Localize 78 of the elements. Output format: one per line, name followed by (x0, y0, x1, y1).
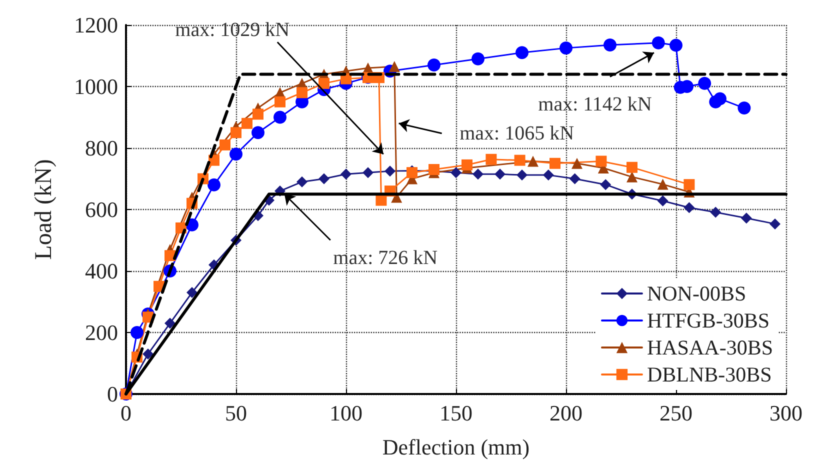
point (362, 167, 374, 178)
point (596, 156, 607, 167)
point (164, 318, 176, 329)
x-tick-label: 150 (440, 400, 472, 426)
point (252, 108, 264, 120)
point (738, 102, 751, 115)
y-tick-label: 0 (107, 382, 118, 406)
y-tick-label: 1000 (74, 74, 118, 99)
point (130, 326, 144, 339)
point (428, 58, 440, 72)
x-axis-title: Deflection (mm) (382, 434, 530, 460)
point (560, 42, 572, 55)
point (388, 61, 400, 72)
point (274, 110, 286, 124)
point (462, 159, 472, 170)
y-tick-label: 800 (85, 136, 118, 160)
legend-label: NON-00BS (646, 282, 746, 306)
point (670, 38, 682, 52)
point (626, 171, 638, 182)
point (450, 167, 462, 178)
point (569, 173, 580, 184)
point (186, 287, 198, 298)
point (472, 52, 484, 66)
x-tick-label: 300 (770, 400, 802, 426)
point (652, 36, 665, 50)
legend-label: HTFGB-30BS (646, 308, 770, 332)
point (698, 76, 712, 90)
point (318, 173, 330, 184)
point (600, 179, 612, 190)
point (626, 162, 638, 173)
point (494, 168, 506, 180)
x-tick-label: 200 (550, 400, 582, 426)
point (142, 348, 154, 360)
y-tick-label: 200 (85, 320, 118, 345)
point (318, 78, 330, 89)
point (274, 96, 286, 108)
annotation: max: 1029 kN (175, 19, 290, 42)
point (684, 202, 695, 214)
point (472, 168, 484, 180)
point (657, 195, 668, 206)
y-tick-label: 600 (85, 197, 118, 222)
point (230, 127, 242, 138)
point (684, 179, 695, 190)
point (542, 170, 554, 181)
point (376, 194, 387, 206)
y-axis-title: Load (kN) (31, 159, 57, 260)
point (528, 156, 538, 167)
point (208, 178, 220, 192)
point (220, 139, 230, 150)
point (384, 166, 396, 177)
point (572, 158, 582, 169)
point (710, 206, 722, 218)
annotation: max: 726 kN (333, 247, 438, 270)
point (296, 176, 308, 188)
point (486, 154, 497, 165)
y-tick-label: 400 (85, 258, 118, 284)
point (230, 148, 242, 161)
x-tick-label: 100 (330, 400, 362, 426)
point (242, 118, 252, 129)
annotation: max: 1142 kN (538, 94, 652, 116)
legend-label: HASAA-30BS (646, 336, 774, 360)
x-tick-label: 250 (660, 400, 692, 426)
point (516, 170, 528, 181)
point (714, 92, 726, 106)
y-tick-label: 1200 (74, 12, 118, 38)
point (252, 126, 264, 140)
point (657, 178, 668, 190)
point (514, 154, 526, 166)
point (740, 212, 752, 224)
point (296, 87, 308, 98)
legend-label: DBLNB-30BS (646, 362, 772, 386)
point (550, 158, 560, 169)
point (770, 218, 780, 230)
point (516, 46, 528, 60)
annotation: max: 1065 kN (460, 122, 574, 144)
point (604, 38, 616, 52)
x-tick-label: 50 (225, 400, 247, 426)
point (340, 168, 352, 180)
